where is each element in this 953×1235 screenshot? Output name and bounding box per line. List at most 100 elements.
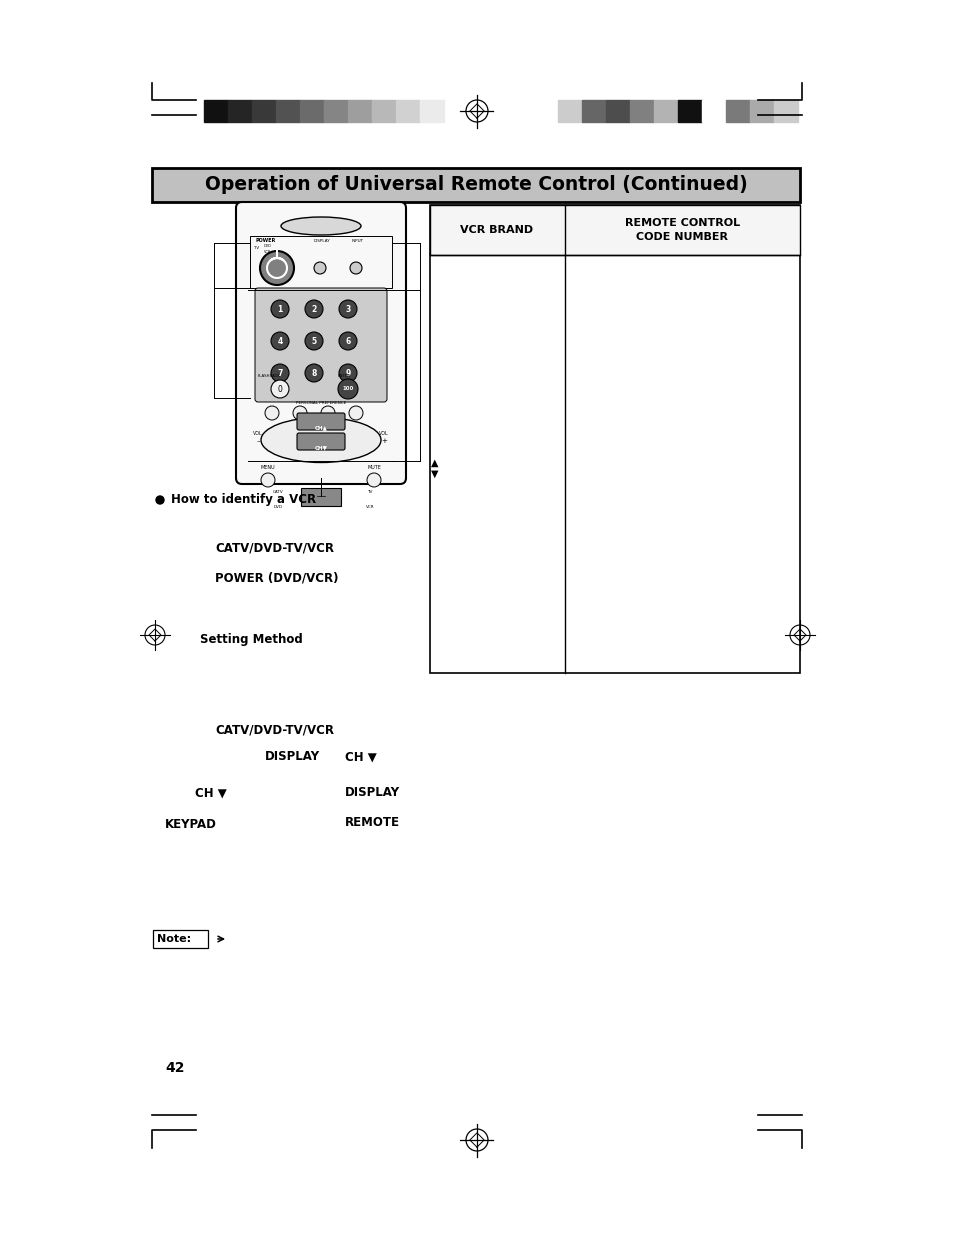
Text: ENTER: ENTER xyxy=(337,374,351,378)
Bar xyxy=(152,930,208,948)
Text: DISPLAY: DISPLAY xyxy=(345,787,399,799)
Text: DISPLAY: DISPLAY xyxy=(265,751,320,763)
Text: 6: 6 xyxy=(345,336,351,346)
Text: 7: 7 xyxy=(277,368,282,378)
Text: DISPLAY: DISPLAY xyxy=(314,240,331,243)
Circle shape xyxy=(305,300,323,317)
FancyBboxPatch shape xyxy=(296,412,345,430)
Circle shape xyxy=(156,496,164,504)
Circle shape xyxy=(314,262,326,274)
Text: CATV: CATV xyxy=(273,490,283,494)
Text: VOL: VOL xyxy=(253,431,263,436)
Bar xyxy=(558,100,581,122)
Bar xyxy=(204,100,228,122)
Text: CH ▼: CH ▼ xyxy=(345,751,376,763)
Circle shape xyxy=(338,364,356,382)
FancyBboxPatch shape xyxy=(296,433,345,450)
Circle shape xyxy=(305,364,323,382)
Ellipse shape xyxy=(281,217,360,235)
Circle shape xyxy=(338,300,356,317)
Text: REMOTE CONTROL
CODE NUMBER: REMOTE CONTROL CODE NUMBER xyxy=(624,219,740,242)
Bar xyxy=(250,236,392,288)
Text: TV: TV xyxy=(253,246,258,249)
Bar xyxy=(701,100,725,122)
Text: 1: 1 xyxy=(277,305,282,314)
Circle shape xyxy=(271,300,289,317)
Text: How to identify a VCR: How to identify a VCR xyxy=(171,494,315,506)
Text: DVD: DVD xyxy=(274,505,282,509)
Bar xyxy=(419,100,443,122)
Text: KEYPAD: KEYPAD xyxy=(165,819,216,831)
Text: MUTE: MUTE xyxy=(367,466,380,471)
Text: CATV/DVD-TV/VCR: CATV/DVD-TV/VCR xyxy=(214,724,334,736)
Text: Operation of Universal Remote Control (Continued): Operation of Universal Remote Control (C… xyxy=(204,175,746,194)
Text: VOL: VOL xyxy=(378,431,389,436)
Circle shape xyxy=(271,364,289,382)
Text: CH▼: CH▼ xyxy=(314,445,327,450)
Text: +: + xyxy=(380,438,387,445)
Circle shape xyxy=(265,406,278,420)
Bar xyxy=(228,100,252,122)
Circle shape xyxy=(305,332,323,350)
Bar xyxy=(430,205,800,254)
Text: 2: 2 xyxy=(311,305,316,314)
Bar xyxy=(324,100,348,122)
Circle shape xyxy=(260,251,294,285)
Text: Setting Method: Setting Method xyxy=(200,634,302,646)
Circle shape xyxy=(367,473,380,487)
Text: CH▲: CH▲ xyxy=(314,425,327,430)
Bar xyxy=(678,100,701,122)
Bar xyxy=(629,100,654,122)
Text: REMOTE: REMOTE xyxy=(345,815,399,829)
Text: INPUT: INPUT xyxy=(352,240,364,243)
Text: 0: 0 xyxy=(277,384,282,394)
Text: Note:: Note: xyxy=(157,934,191,944)
Circle shape xyxy=(338,332,356,350)
Bar xyxy=(348,100,372,122)
Text: CATV/DVD-TV/VCR: CATV/DVD-TV/VCR xyxy=(214,541,334,555)
Bar xyxy=(654,100,678,122)
Text: DVD: DVD xyxy=(264,245,272,248)
Bar xyxy=(395,100,419,122)
Text: ▲: ▲ xyxy=(431,458,438,468)
Bar xyxy=(299,100,324,122)
Text: VCR: VCR xyxy=(365,505,374,509)
Text: CH ▼: CH ▼ xyxy=(194,787,227,799)
Circle shape xyxy=(271,380,289,398)
Circle shape xyxy=(271,332,289,350)
Text: PERSONAL PREFERENCE: PERSONAL PREFERENCE xyxy=(295,401,346,405)
Text: 5: 5 xyxy=(311,336,316,346)
Text: 9: 9 xyxy=(345,368,351,378)
Circle shape xyxy=(320,406,335,420)
Text: ▼: ▼ xyxy=(431,469,438,479)
Bar xyxy=(372,100,395,122)
Text: 100: 100 xyxy=(342,387,354,391)
Text: 8: 8 xyxy=(311,368,316,378)
Text: MENU: MENU xyxy=(260,466,275,471)
Bar xyxy=(430,205,800,673)
Text: TV: TV xyxy=(367,490,373,494)
Circle shape xyxy=(261,473,274,487)
Circle shape xyxy=(293,406,307,420)
Text: VCR BRAND: VCR BRAND xyxy=(460,225,533,235)
Text: VCR: VCR xyxy=(264,249,271,254)
Bar xyxy=(605,100,629,122)
Bar xyxy=(725,100,749,122)
Text: 4: 4 xyxy=(277,336,282,346)
Circle shape xyxy=(350,262,361,274)
Text: POWER: POWER xyxy=(255,238,276,243)
Text: FLASHBACK: FLASHBACK xyxy=(257,374,280,378)
Bar xyxy=(252,100,275,122)
Bar xyxy=(581,100,605,122)
Text: 42: 42 xyxy=(165,1061,184,1074)
Bar xyxy=(275,100,299,122)
FancyBboxPatch shape xyxy=(235,203,406,484)
Bar xyxy=(749,100,773,122)
Text: –: – xyxy=(256,438,259,445)
Bar xyxy=(152,168,800,203)
Circle shape xyxy=(349,406,363,420)
Circle shape xyxy=(337,379,357,399)
Ellipse shape xyxy=(261,417,380,462)
Bar xyxy=(301,488,340,506)
Text: POWER (DVD/VCR): POWER (DVD/VCR) xyxy=(214,572,338,584)
